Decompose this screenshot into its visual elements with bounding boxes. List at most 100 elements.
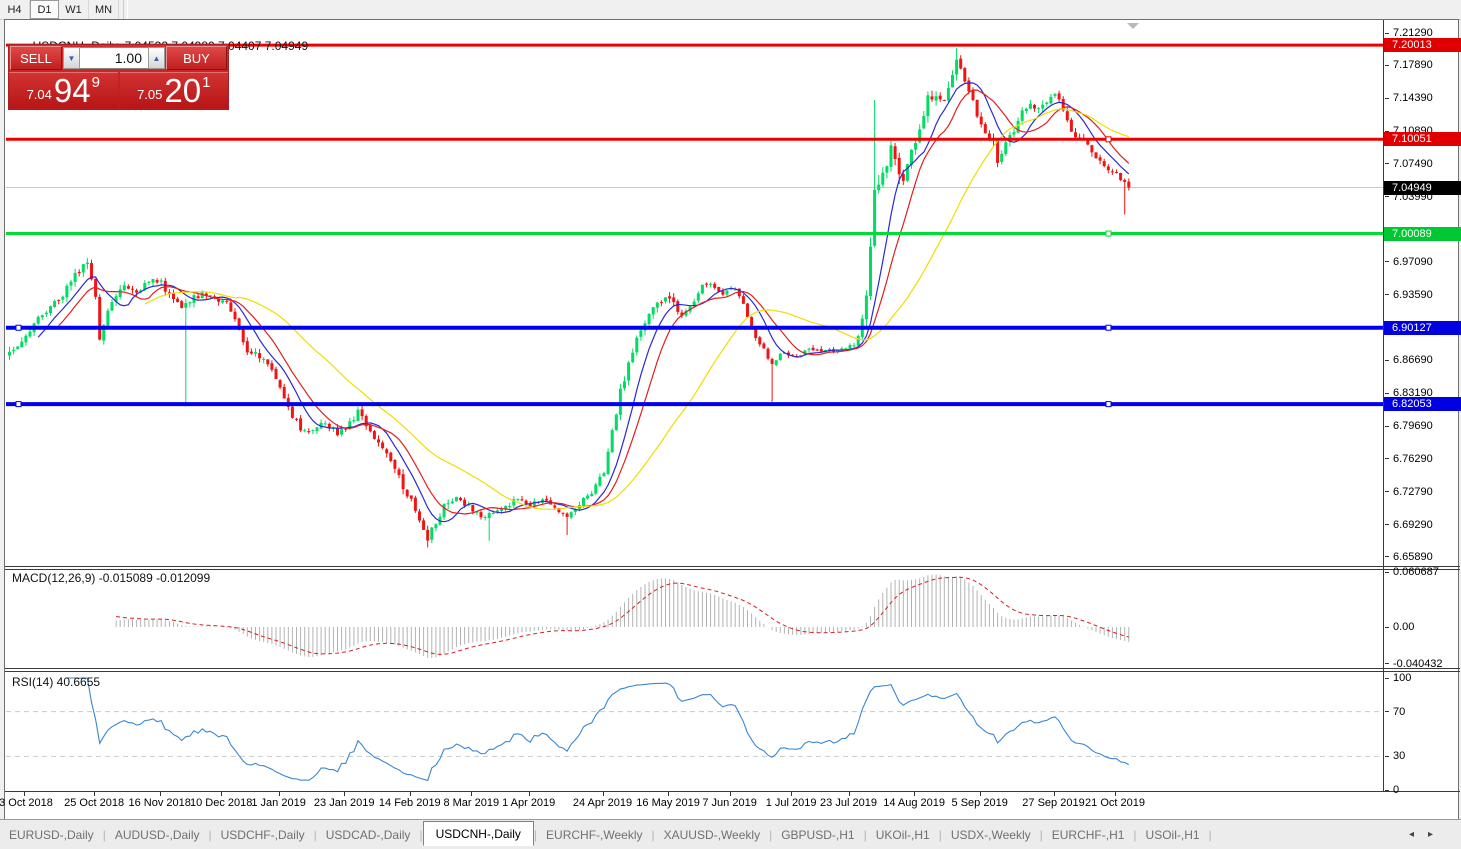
panel-separator[interactable]: [5, 668, 1460, 669]
price-tick-6.72790: 6.72790: [1385, 485, 1459, 498]
price-tick-7.17890: 7.17890: [1385, 59, 1459, 72]
moving-average-8[interactable]: [37, 82, 1130, 523]
tab-usdcad-daily[interactable]: USDCAD-,Daily: [325, 827, 411, 842]
date-label: 1 Jul 2019: [765, 797, 817, 809]
date-label: 14 Aug 2019: [883, 797, 945, 809]
timeframe-button-mn[interactable]: MN: [89, 0, 119, 19]
tab-xauusd-weekly[interactable]: XAUUSD-,Weekly: [663, 827, 761, 842]
tab-divider: |: [533, 827, 538, 842]
date-tick-mark: [471, 791, 473, 796]
date-label: 10 Dec 2018: [189, 797, 253, 809]
chart-window[interactable]: [4, 19, 1459, 820]
tab-scroll-arrows[interactable]: ◂▸: [1408, 829, 1447, 840]
rsi-pane[interactable]: [6, 677, 1383, 782]
date-tick-mark: [729, 791, 731, 796]
tab-gbpusd-h1[interactable]: GBPUSD-,H1: [781, 827, 855, 842]
price-tick-6.86690: 6.86690: [1385, 354, 1459, 367]
price-tick-6.97090: 6.97090: [1385, 255, 1459, 268]
line-handle[interactable]: [1105, 401, 1112, 408]
timeframe-button-d1[interactable]: D1: [30, 0, 59, 19]
macd-tick-0.00: 0.00: [1385, 621, 1459, 634]
tab-divider: |: [208, 827, 212, 842]
tab-audusd-daily[interactable]: AUDUSD-,Daily: [114, 827, 200, 842]
rsi-line: [66, 677, 1130, 782]
tab-usoil-h1[interactable]: USOil-,H1: [1145, 827, 1200, 842]
chart-shift-marker-icon[interactable]: [1127, 23, 1139, 29]
date-label: 3 Oct 2018: [0, 797, 53, 809]
tab-eurchf-weekly[interactable]: EURCHF-,Weekly: [546, 827, 643, 842]
timeframe-button-w1[interactable]: W1: [59, 0, 89, 19]
tab-divider: |: [313, 827, 317, 842]
date-label: 5 Sep 2019: [951, 797, 1008, 809]
date-label: 14 Feb 2019: [378, 797, 441, 809]
moving-average-34[interactable]: [144, 108, 1129, 510]
tab-usdcnh-daily[interactable]: USDCNH-,Daily: [422, 820, 534, 846]
date-label: 21 Oct 2019: [1085, 797, 1145, 809]
tab-divider: |: [938, 827, 942, 842]
tab-usdx-weekly[interactable]: USDX-,Weekly: [950, 827, 1031, 842]
tab-divider: |: [1039, 827, 1043, 842]
date-tick-mark: [602, 791, 604, 796]
date-tick-mark: [94, 791, 96, 796]
date-tick-mark: [791, 791, 793, 796]
date-tick-mark: [914, 791, 916, 796]
macd-pane[interactable]: [115, 574, 1130, 658]
line-handle[interactable]: [1105, 136, 1112, 143]
tab-eurchf-h1[interactable]: EURCHF-,H1: [1051, 827, 1125, 842]
price-tick-6.76290: 6.76290: [1385, 452, 1459, 465]
panel-separator: [5, 791, 1460, 792]
date-label: 16 May 2019: [636, 797, 700, 809]
date-label: 7 Jun 2019: [702, 797, 757, 809]
tab-usdchf-daily[interactable]: USDCHF-,Daily: [220, 827, 305, 842]
main-price-pane[interactable]: [6, 23, 1383, 548]
price-tick-6.65890: 6.65890: [1385, 550, 1459, 563]
volume-increase-button[interactable]: ▲: [148, 47, 165, 69]
tab-divider: |: [1208, 827, 1212, 842]
date-label: 23 Jan 2019: [313, 797, 375, 809]
moving-average-13[interactable]: [58, 89, 1130, 515]
line-handle[interactable]: [15, 324, 22, 331]
volume-decrease-button[interactable]: ▼: [63, 47, 80, 69]
price-tick-6.83190: 6.83190: [1385, 387, 1459, 400]
price-tick-6.79690: 6.79690: [1385, 420, 1459, 433]
level-price-badge-6.90127: 6.90127: [1384, 320, 1461, 335]
level-price-badge-7.00089: 7.00089: [1384, 226, 1461, 241]
tab-divider: |: [102, 827, 106, 842]
timeframe-button-h4[interactable]: H4: [0, 0, 30, 19]
line-handle[interactable]: [1105, 324, 1112, 331]
volume-input[interactable]: [80, 47, 148, 69]
line-handle[interactable]: [1105, 230, 1112, 237]
panel-separator[interactable]: [5, 569, 1460, 570]
date-label: 23 Jul 2019: [820, 797, 877, 809]
line-handle[interactable]: [15, 401, 22, 408]
date-label: 24 Apr 2019: [572, 797, 633, 809]
rsi-tick-30: 30: [1385, 750, 1459, 763]
tab-divider: |: [769, 827, 773, 842]
date-tick-mark: [528, 791, 530, 796]
buy-price-button[interactable]: 7.05 20 1: [119, 71, 228, 109]
sell-price-button[interactable]: 7.04 94 9: [9, 72, 118, 108]
price-tick-7.14390: 7.14390: [1385, 92, 1459, 105]
date-tick-mark: [159, 791, 161, 796]
rsi-tick-100: 100: [1385, 672, 1459, 685]
buy-price-main: 20: [164, 71, 202, 109]
date-label: 8 Mar 2019: [443, 797, 500, 809]
chevron-down-icon: ▼: [67, 53, 76, 63]
date-tick-mark: [24, 791, 26, 796]
price-tick-6.69290: 6.69290: [1385, 518, 1459, 531]
sell-button[interactable]: SELL: [10, 46, 62, 70]
macd-tick--0.040432: -0.040432: [1385, 657, 1459, 670]
sell-price-pip: 9: [91, 74, 100, 91]
panel-separator[interactable]: [5, 671, 1460, 672]
date-tick-mark: [979, 791, 981, 796]
buy-price-pip: 1: [202, 74, 211, 91]
macd-tick-0.060687: 0.060687: [1385, 566, 1459, 579]
date-tick-mark: [221, 791, 223, 796]
tab-ukoil-h1[interactable]: UKOil-,H1: [875, 827, 930, 842]
level-price-badge-7.20013: 7.20013: [1384, 38, 1461, 53]
panel-separator[interactable]: [5, 566, 1460, 567]
tab-eurusd-daily[interactable]: EURUSD-,Daily: [9, 827, 94, 842]
buy-button[interactable]: BUY: [166, 46, 227, 70]
